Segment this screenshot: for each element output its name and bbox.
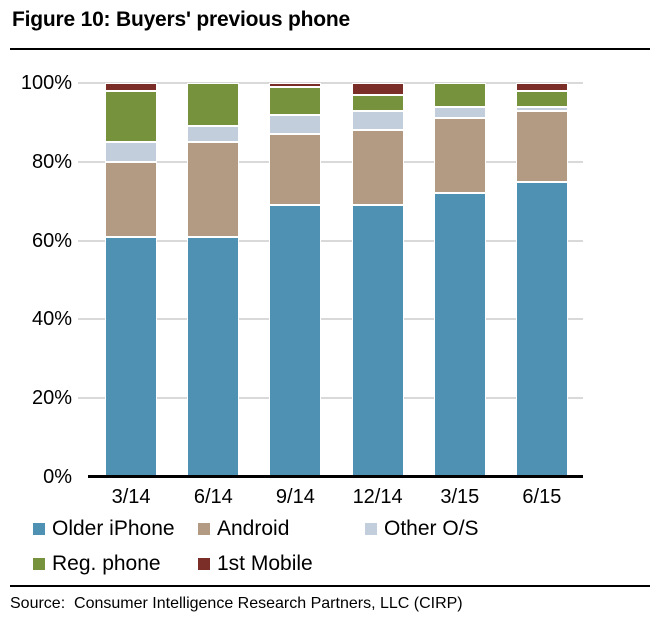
x-axis-tick-label: 6/14 (193, 486, 233, 508)
bar-segment-older-iphone (433, 193, 486, 477)
legend-label: Other O/S (384, 517, 479, 540)
legend-item-reg-phone: Reg. phone (33, 553, 161, 575)
y-axis-tick-label: 20% (31, 387, 72, 410)
bar-segment-android (269, 134, 322, 206)
bar-segment-1st-mobile (105, 83, 158, 91)
bar-segment-older-iphone (351, 205, 404, 477)
y-axis-tick-label: 0% (43, 466, 72, 488)
x-axis-line (88, 475, 583, 478)
legend-swatch-icon (33, 558, 45, 570)
stacked-bar-3-15 (433, 83, 486, 477)
stacked-bar-6-14 (187, 83, 240, 477)
bar-segment-android (515, 110, 568, 182)
x-axis-tick-label: 3/15 (440, 486, 480, 508)
bar-segment-1st-mobile (351, 83, 404, 95)
legend-swatch-icon (33, 523, 45, 535)
bar-segment-reg-phone (515, 90, 568, 107)
title-divider (10, 48, 650, 50)
legend-swatch-icon (198, 523, 210, 535)
bar-segment-other-o-s (433, 106, 486, 119)
gridline-80 (78, 160, 583, 163)
bar-segment-reg-phone (105, 90, 158, 143)
bar-segment-android (187, 142, 240, 237)
bar-segment-1st-mobile (269, 83, 322, 87)
figure-title: Figure 10: Buyers' previous phone (12, 8, 350, 31)
legend-item-1st-mobile: 1st Mobile (198, 553, 313, 575)
gridline-20 (78, 397, 583, 400)
bar-segment-reg-phone (187, 83, 240, 127)
legend-swatch-icon (365, 523, 377, 535)
legend-label: Reg. phone (52, 552, 161, 575)
bar-segment-other-o-s (105, 142, 158, 162)
stacked-bar-12-14 (351, 83, 404, 477)
legend-label: Android (217, 517, 290, 540)
bar-segment-android (351, 130, 404, 206)
legend-label: 1st Mobile (217, 552, 313, 575)
y-axis-tick-label: 40% (31, 308, 72, 331)
legend-item-older-iphone: Older iPhone (33, 518, 175, 540)
bar-segment-older-iphone (187, 236, 240, 477)
gridline-60 (78, 239, 583, 242)
bar-segment-reg-phone (433, 83, 486, 107)
bar-segment-reg-phone (351, 94, 404, 111)
source-text: Source: Consumer Intelligence Research P… (10, 595, 463, 612)
legend-label: Older iPhone (52, 517, 175, 540)
bar-segment-older-iphone (105, 236, 158, 477)
bar-segment-older-iphone (269, 205, 322, 477)
x-axis-tick-label: 6/15 (522, 486, 562, 508)
gridline-100 (78, 82, 583, 84)
stacked-bar-9-14 (269, 83, 322, 477)
bar-segment-other-o-s (351, 110, 404, 131)
bar-segment-reg-phone (269, 86, 322, 115)
bar-segment-android (433, 118, 486, 194)
y-axis-tick-label: 80% (31, 150, 72, 173)
y-axis-tick-label: 100% (20, 72, 72, 94)
bar-segment-older-iphone (515, 181, 568, 477)
legend-item-android: Android (198, 518, 289, 540)
x-axis-tick-label: 3/14 (111, 486, 151, 508)
bar-segment-other-o-s (269, 114, 322, 135)
stacked-bar-6-15 (515, 83, 568, 477)
stacked-bar-3-14 (105, 83, 158, 477)
legend-item-other-o-s: Other O/S (365, 518, 479, 540)
legend-swatch-icon (198, 558, 210, 570)
gridline-40 (78, 318, 583, 321)
x-axis-tick-label: 12/14 (352, 486, 403, 508)
x-axis-tick-label: 9/14 (275, 486, 315, 508)
bar-segment-other-o-s (187, 126, 240, 143)
bar-segment-other-o-s (515, 106, 568, 111)
source-divider (10, 585, 650, 587)
y-axis-tick-label: 60% (31, 229, 72, 252)
bar-segment-android (105, 161, 158, 237)
bar-segment-1st-mobile (515, 83, 568, 91)
